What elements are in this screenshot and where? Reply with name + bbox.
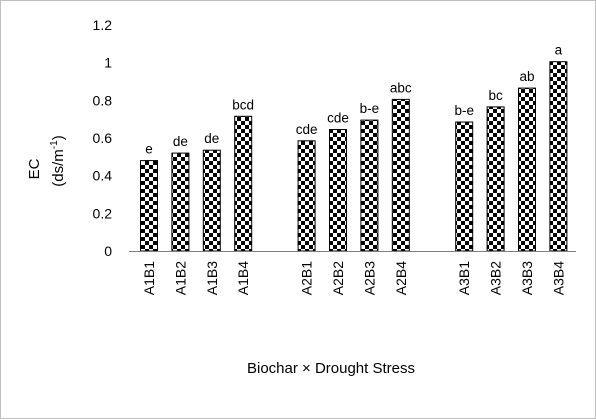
bar-a2b4 — [391, 98, 410, 252]
bar-significance-label: bc — [488, 88, 503, 103]
bar-a2b2 — [329, 129, 347, 252]
bar-a3b1 — [455, 121, 474, 252]
bar-significance-label: e — [145, 142, 153, 157]
bar-significance-label: de — [173, 134, 188, 149]
bar-significance-label: b-e — [454, 103, 474, 118]
bar-significance-label: abc — [390, 80, 412, 95]
y-axis-title-line2: (ds/m-1) — [49, 135, 67, 186]
x-tick-label: A3B3 — [519, 261, 535, 295]
y-tick-label: 1 — [104, 55, 112, 71]
y-axis-title-unit-exponent: -1 — [49, 140, 60, 149]
bar-a1b4 — [234, 115, 253, 252]
x-tick-label: A2B1 — [299, 261, 315, 295]
y-tick-label: 0 — [104, 243, 112, 259]
y-axis-title-unit-prefix: (ds/m — [50, 149, 67, 187]
x-tick-label: A1B3 — [204, 261, 220, 295]
y-tick-label: 0.6 — [93, 130, 113, 146]
x-tick-label: A2B4 — [393, 261, 409, 295]
bar-significance-label: a — [555, 43, 563, 58]
bar-a2b3 — [360, 119, 379, 252]
bar-significance-label: cde — [296, 122, 318, 137]
bar-a2b1 — [297, 140, 316, 252]
y-tick-label: 0.2 — [93, 205, 113, 221]
bar-significance-label: b-e — [360, 101, 380, 116]
bar-a3b2 — [486, 106, 505, 252]
bar-significance-label: cde — [327, 111, 349, 126]
x-axis-ticks: A1B1 A1B2 A1B3 A1B4 A2B1 A2B2 A2B3 A2B4 A3B1 A3B2… — [141, 261, 566, 295]
y-tick-label: 0.4 — [93, 168, 113, 184]
bar-a1b3 — [202, 149, 221, 252]
bar-significance-label: bcd — [232, 97, 254, 112]
x-axis-title: Biochar × Drought Stress — [247, 360, 415, 377]
bar-significance-label: ab — [519, 69, 534, 84]
x-tick-label: A2B2 — [330, 261, 346, 295]
x-tick-label: A2B3 — [361, 261, 377, 295]
bar-significance-label: de — [204, 131, 219, 146]
y-axis-title-unit-suffix: ) — [50, 135, 67, 140]
bar-a1b1 — [140, 160, 158, 252]
y-tick-label: 1.2 — [93, 17, 113, 33]
y-tick-label: 0.8 — [93, 92, 113, 108]
x-tick-label: A1B1 — [141, 261, 157, 295]
x-tick-label: A3B2 — [488, 261, 504, 295]
y-axis-ticks: 0 0.2 0.4 0.6 0.8 1 1.2 — [93, 17, 113, 259]
bar-a1b2 — [171, 152, 190, 252]
x-tick-label: A1B2 — [172, 261, 188, 295]
y-axis-title-line1: EC — [26, 158, 43, 179]
bar-a3b3 — [518, 87, 536, 252]
x-tick-label: A1B4 — [235, 261, 251, 295]
x-tick-label: A3B4 — [550, 261, 566, 295]
bars-group — [140, 61, 568, 252]
x-tick-label: A3B1 — [456, 261, 472, 295]
bar-a3b4 — [549, 61, 568, 252]
